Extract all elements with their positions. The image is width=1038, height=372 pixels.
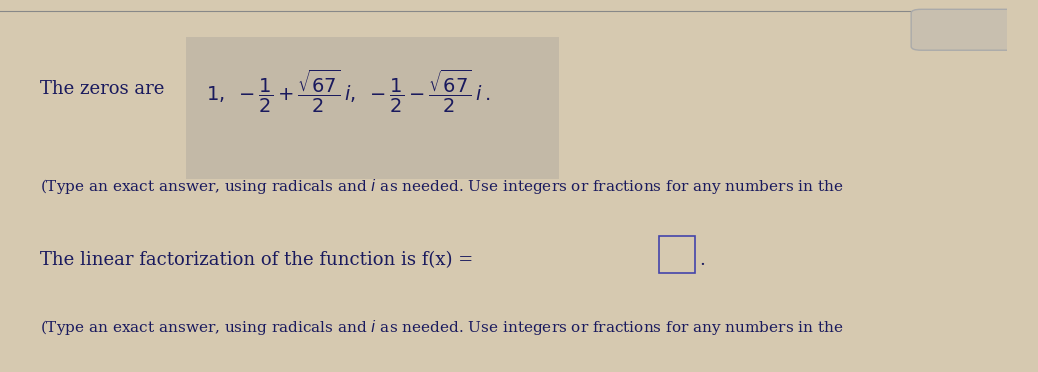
FancyBboxPatch shape [659,236,694,273]
Text: • • •: • • • [952,25,972,34]
Text: The zeros are: The zeros are [40,80,176,98]
Text: $1,\ -\dfrac{1}{2}+\dfrac{\sqrt{67}}{2}\,i,\ -\dfrac{1}{2}-\dfrac{\sqrt{67}}{2}\: $1,\ -\dfrac{1}{2}+\dfrac{\sqrt{67}}{2}\… [207,68,491,115]
Text: .: . [700,251,706,269]
Text: The linear factorization of the function is f(x) =: The linear factorization of the function… [40,251,473,269]
FancyBboxPatch shape [911,9,1021,50]
Text: (Type an exact answer, using radicals and $i$ as needed. Use integers or fractio: (Type an exact answer, using radicals an… [40,176,844,196]
Text: (Type an exact answer, using radicals and $i$ as needed. Use integers or fractio: (Type an exact answer, using radicals an… [40,318,844,337]
FancyBboxPatch shape [186,37,558,179]
